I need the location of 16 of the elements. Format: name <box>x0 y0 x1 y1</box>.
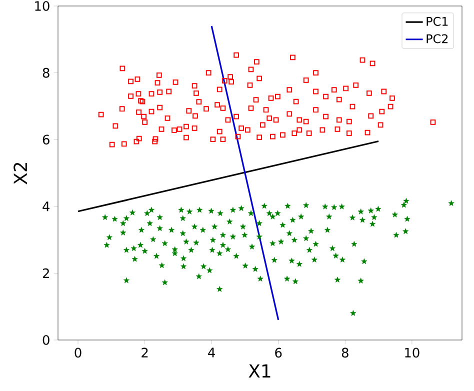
x-tick-label: 4 <box>208 348 215 358</box>
y-axis-title: X2 <box>14 162 27 184</box>
x-axis-title: X1 <box>248 364 270 378</box>
y-tick-label: 0 <box>42 335 50 345</box>
y-tick-label: 2 <box>42 268 49 278</box>
y-tick-label: 10 <box>35 1 50 11</box>
x-tick-label: 8 <box>342 348 348 358</box>
x-tick-label: 0 <box>74 348 82 358</box>
y-tick-label: 4 <box>42 202 50 212</box>
legend-label: PC2 <box>426 34 448 44</box>
y-tick-label: 6 <box>42 134 50 144</box>
x-tick-label: 6 <box>275 348 282 358</box>
x-tick-label: 2 <box>142 348 148 358</box>
x-tick-label: 10 <box>405 348 420 358</box>
y-tick-label: 8 <box>42 68 50 78</box>
legend-label: PC1 <box>426 16 448 26</box>
